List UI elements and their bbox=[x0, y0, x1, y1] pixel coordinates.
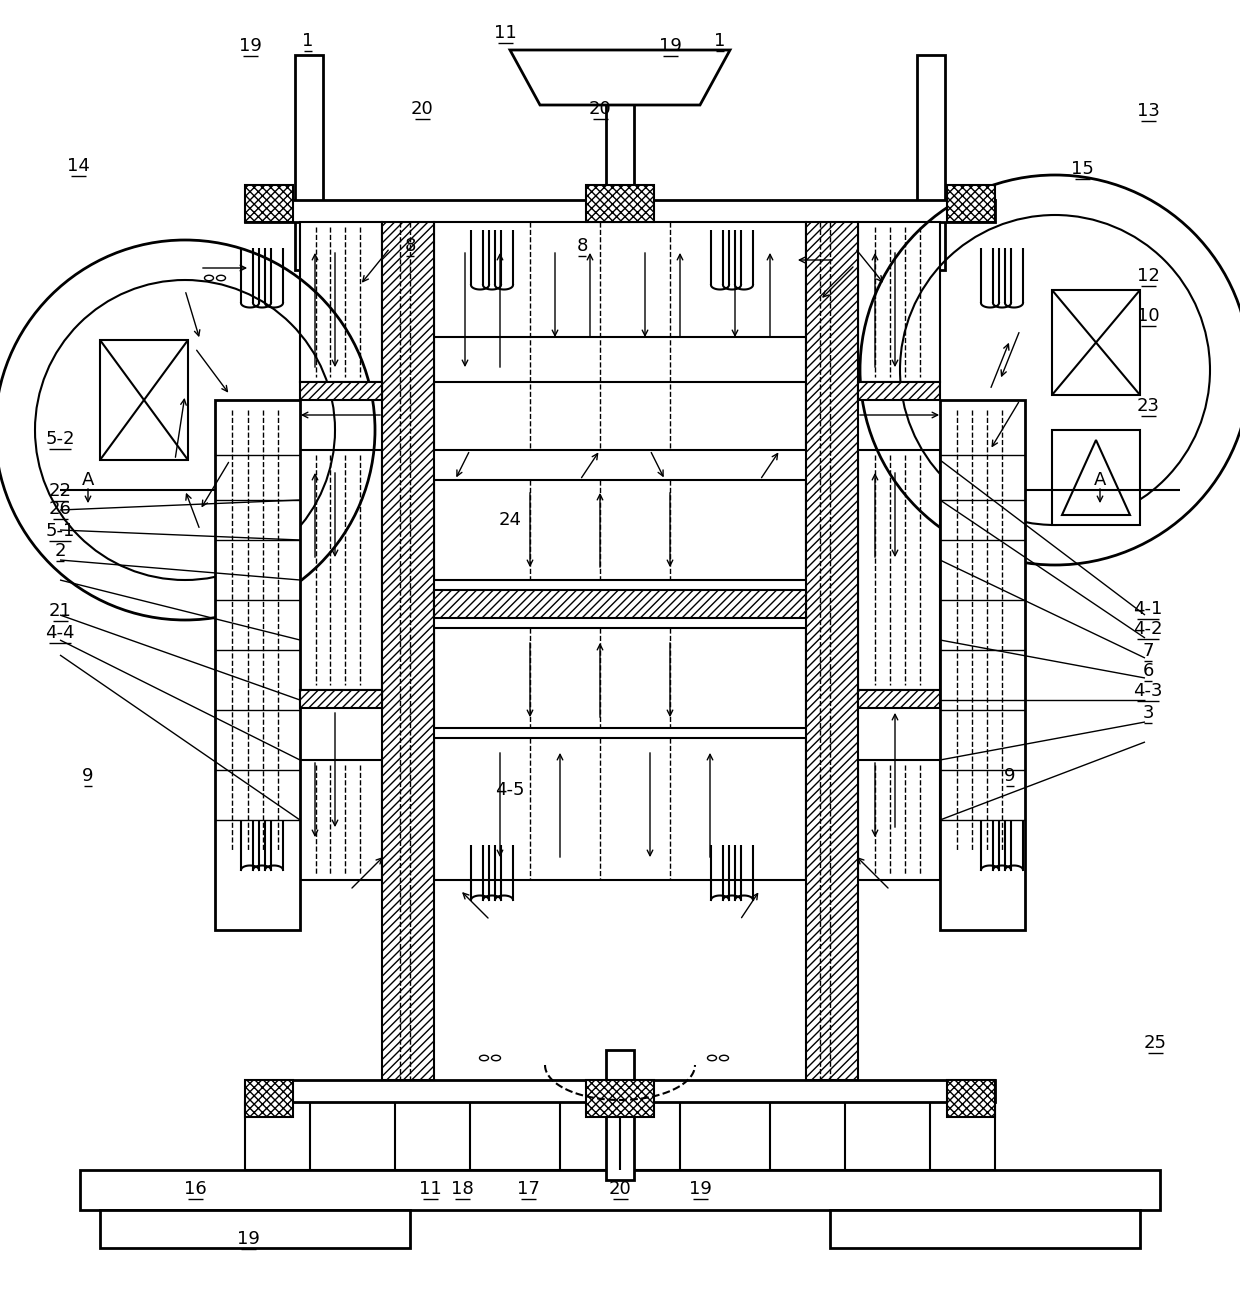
Polygon shape bbox=[510, 50, 730, 105]
Bar bbox=[246, 1079, 994, 1102]
Bar bbox=[918, 55, 945, 270]
Text: 18: 18 bbox=[450, 1180, 474, 1199]
Bar bbox=[858, 760, 940, 880]
Text: 16: 16 bbox=[184, 1180, 206, 1199]
Text: 8: 8 bbox=[577, 237, 588, 255]
Bar bbox=[434, 627, 806, 728]
Text: 5-2: 5-2 bbox=[45, 430, 74, 448]
Text: 20: 20 bbox=[410, 100, 433, 118]
Bar bbox=[295, 55, 322, 270]
Text: 13: 13 bbox=[1137, 102, 1159, 121]
Bar bbox=[434, 479, 806, 580]
Bar bbox=[830, 1210, 1140, 1248]
Bar bbox=[81, 1170, 1159, 1210]
Bar bbox=[246, 1079, 293, 1117]
Bar bbox=[1052, 290, 1140, 396]
Ellipse shape bbox=[217, 275, 226, 280]
Bar bbox=[606, 1051, 634, 1180]
Bar bbox=[246, 1102, 994, 1170]
Text: 4-3: 4-3 bbox=[1133, 683, 1163, 700]
Bar bbox=[806, 221, 858, 1079]
Bar bbox=[947, 185, 994, 221]
Bar bbox=[215, 400, 300, 930]
Text: 6: 6 bbox=[1142, 662, 1153, 680]
Bar bbox=[858, 221, 940, 383]
Ellipse shape bbox=[837, 249, 846, 254]
Bar bbox=[940, 400, 1025, 930]
Bar bbox=[100, 1210, 410, 1248]
Text: 7: 7 bbox=[1142, 642, 1153, 660]
Bar bbox=[300, 383, 382, 400]
Text: 26: 26 bbox=[48, 500, 72, 517]
Text: 19: 19 bbox=[237, 1230, 259, 1248]
Text: 21: 21 bbox=[48, 603, 72, 620]
Bar bbox=[246, 185, 293, 221]
Bar bbox=[300, 690, 382, 707]
Text: A: A bbox=[82, 472, 94, 489]
Text: 12: 12 bbox=[1137, 267, 1159, 286]
Bar bbox=[858, 451, 940, 690]
Bar bbox=[246, 200, 994, 221]
Text: 3: 3 bbox=[1142, 703, 1153, 722]
Ellipse shape bbox=[205, 275, 213, 280]
Text: 4-5: 4-5 bbox=[495, 781, 525, 799]
Text: 11: 11 bbox=[419, 1180, 441, 1199]
Ellipse shape bbox=[480, 1056, 489, 1061]
Bar bbox=[382, 221, 434, 1079]
Text: 4-2: 4-2 bbox=[1133, 620, 1163, 638]
Text: A: A bbox=[1094, 472, 1106, 489]
Text: 4-1: 4-1 bbox=[1133, 600, 1163, 618]
Text: 25: 25 bbox=[1143, 1034, 1167, 1052]
Bar bbox=[587, 1079, 653, 1117]
Text: 9: 9 bbox=[1004, 766, 1016, 785]
Text: 20: 20 bbox=[589, 100, 611, 118]
Ellipse shape bbox=[708, 1056, 717, 1061]
Text: 19: 19 bbox=[238, 37, 262, 55]
Bar bbox=[858, 690, 940, 707]
Bar bbox=[587, 185, 653, 221]
Bar bbox=[300, 760, 382, 880]
Text: 24: 24 bbox=[498, 511, 522, 529]
Bar bbox=[434, 738, 806, 880]
Bar bbox=[858, 383, 940, 400]
Bar bbox=[606, 55, 634, 210]
Text: 23: 23 bbox=[1137, 397, 1159, 415]
Text: 17: 17 bbox=[517, 1180, 539, 1199]
Bar bbox=[434, 590, 806, 618]
Text: 2: 2 bbox=[55, 542, 66, 559]
Ellipse shape bbox=[825, 249, 833, 254]
Text: 10: 10 bbox=[1137, 307, 1159, 325]
Text: 19: 19 bbox=[688, 1180, 712, 1199]
Ellipse shape bbox=[491, 1056, 501, 1061]
Text: 19: 19 bbox=[658, 37, 682, 55]
Bar bbox=[100, 341, 188, 460]
Text: 9: 9 bbox=[82, 766, 94, 785]
Text: 15: 15 bbox=[1070, 160, 1094, 178]
Text: 22: 22 bbox=[48, 482, 72, 500]
Text: 11: 11 bbox=[494, 24, 516, 42]
Text: 5-1: 5-1 bbox=[46, 521, 74, 540]
Bar bbox=[947, 1079, 994, 1117]
Text: 1: 1 bbox=[303, 31, 314, 50]
Text: 8: 8 bbox=[404, 237, 415, 255]
Bar bbox=[300, 221, 382, 383]
Ellipse shape bbox=[719, 1056, 729, 1061]
Text: 20: 20 bbox=[609, 1180, 631, 1199]
Bar bbox=[1052, 430, 1140, 525]
Bar bbox=[300, 451, 382, 690]
Text: 4-4: 4-4 bbox=[45, 624, 74, 642]
Polygon shape bbox=[1061, 440, 1130, 515]
Text: 14: 14 bbox=[67, 157, 89, 176]
Bar bbox=[434, 221, 806, 451]
Text: 1: 1 bbox=[714, 31, 725, 50]
